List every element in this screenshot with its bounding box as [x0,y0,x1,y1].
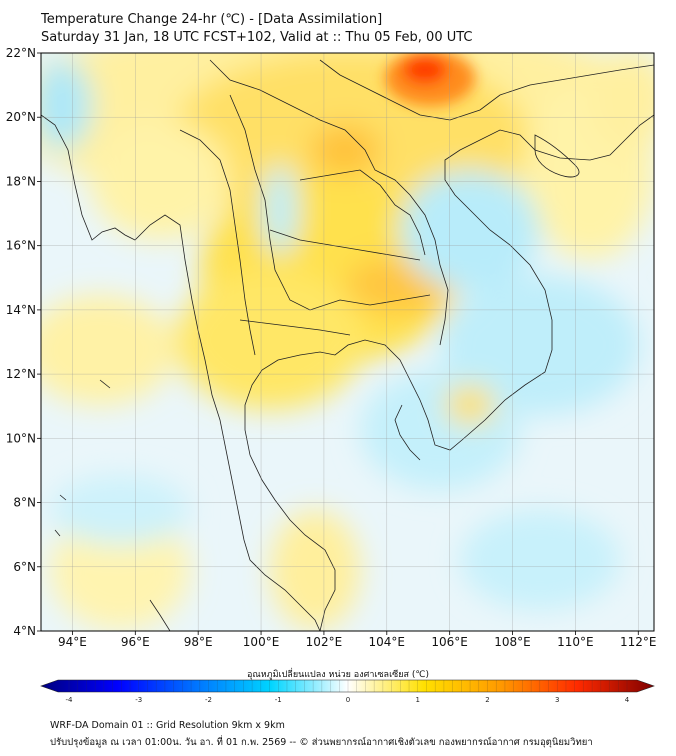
lat-tick-label: 22°N [6,46,36,60]
colorbar-title: อุณหภูมิเปลี่ยนแปลง หน่วย องศาเซลเซียส (… [246,670,430,680]
lon-tick-label: 96°E [121,635,150,649]
temperature-field [41,53,654,631]
coastline-borders [41,59,654,631]
colorbar-ramp [40,679,655,693]
latitude-axis: 4°N 6°N 8°N 10°N 12°N 14°N 16°N 18°N 20°N 22°N [6,46,41,638]
lon-tick-label: 104°E [369,635,406,649]
lon-tick-label: 112°E [620,635,657,649]
lat-tick-label: 20°N [6,110,36,124]
graticule [41,52,654,632]
lon-tick-label: 98°E [184,635,213,649]
lon-tick-label: 102°E [306,635,343,649]
colorbar-ticks: -4 -3 -2 -1 0 1 2 3 4 [66,680,630,704]
lat-tick-label: 4°N [13,624,36,638]
longitude-axis: 94°E 96°E 98°E 100°E 102°E 104°E 106°E 108°E 110… [58,631,657,649]
colorbar-tick-label: 2 [485,696,489,704]
colorbar-tick-label: 4 [625,696,630,704]
lat-tick-label: 10°N [6,431,36,445]
colorbar-tick-label: 0 [346,696,350,704]
footer-model-info: WRF-DA Domain 01 :: Grid Resolution 9km … [50,720,285,731]
lon-tick-label: 110°E [557,635,594,649]
map-frame [40,52,655,632]
colorbar: -4 -3 -2 -1 0 1 2 3 4 [40,679,655,704]
lat-tick-label: 14°N [6,303,36,317]
lat-tick-label: 16°N [6,239,36,253]
lat-tick-label: 18°N [6,174,36,188]
lon-tick-label: 100°E [243,635,280,649]
lon-tick-label: 108°E [494,635,531,649]
lat-tick-label: 6°N [13,560,36,574]
colorbar-tick-label: 3 [555,696,559,704]
footer-credit: ปรับปรุงข้อมูล ณ เวลา 01:00น. วัน อา. ที… [50,737,593,748]
colorbar-tick-label: -2 [205,696,212,704]
colorbar-tick-label: -4 [66,696,74,704]
colorbar-tick-label: 1 [416,696,420,704]
colorbar-tick-label: -3 [135,696,142,704]
lat-tick-label: 12°N [6,367,36,381]
map-title: Temperature Change 24-hr (℃) - [Data Ass… [41,12,383,27]
lat-tick-label: 8°N [13,496,36,510]
colorbar-tick-label: -1 [275,696,282,704]
map-subtitle: Saturday 31 Jan, 18 UTC FCST+102, Valid … [41,30,473,45]
lon-tick-label: 94°E [58,635,87,649]
lon-tick-label: 106°E [431,635,468,649]
